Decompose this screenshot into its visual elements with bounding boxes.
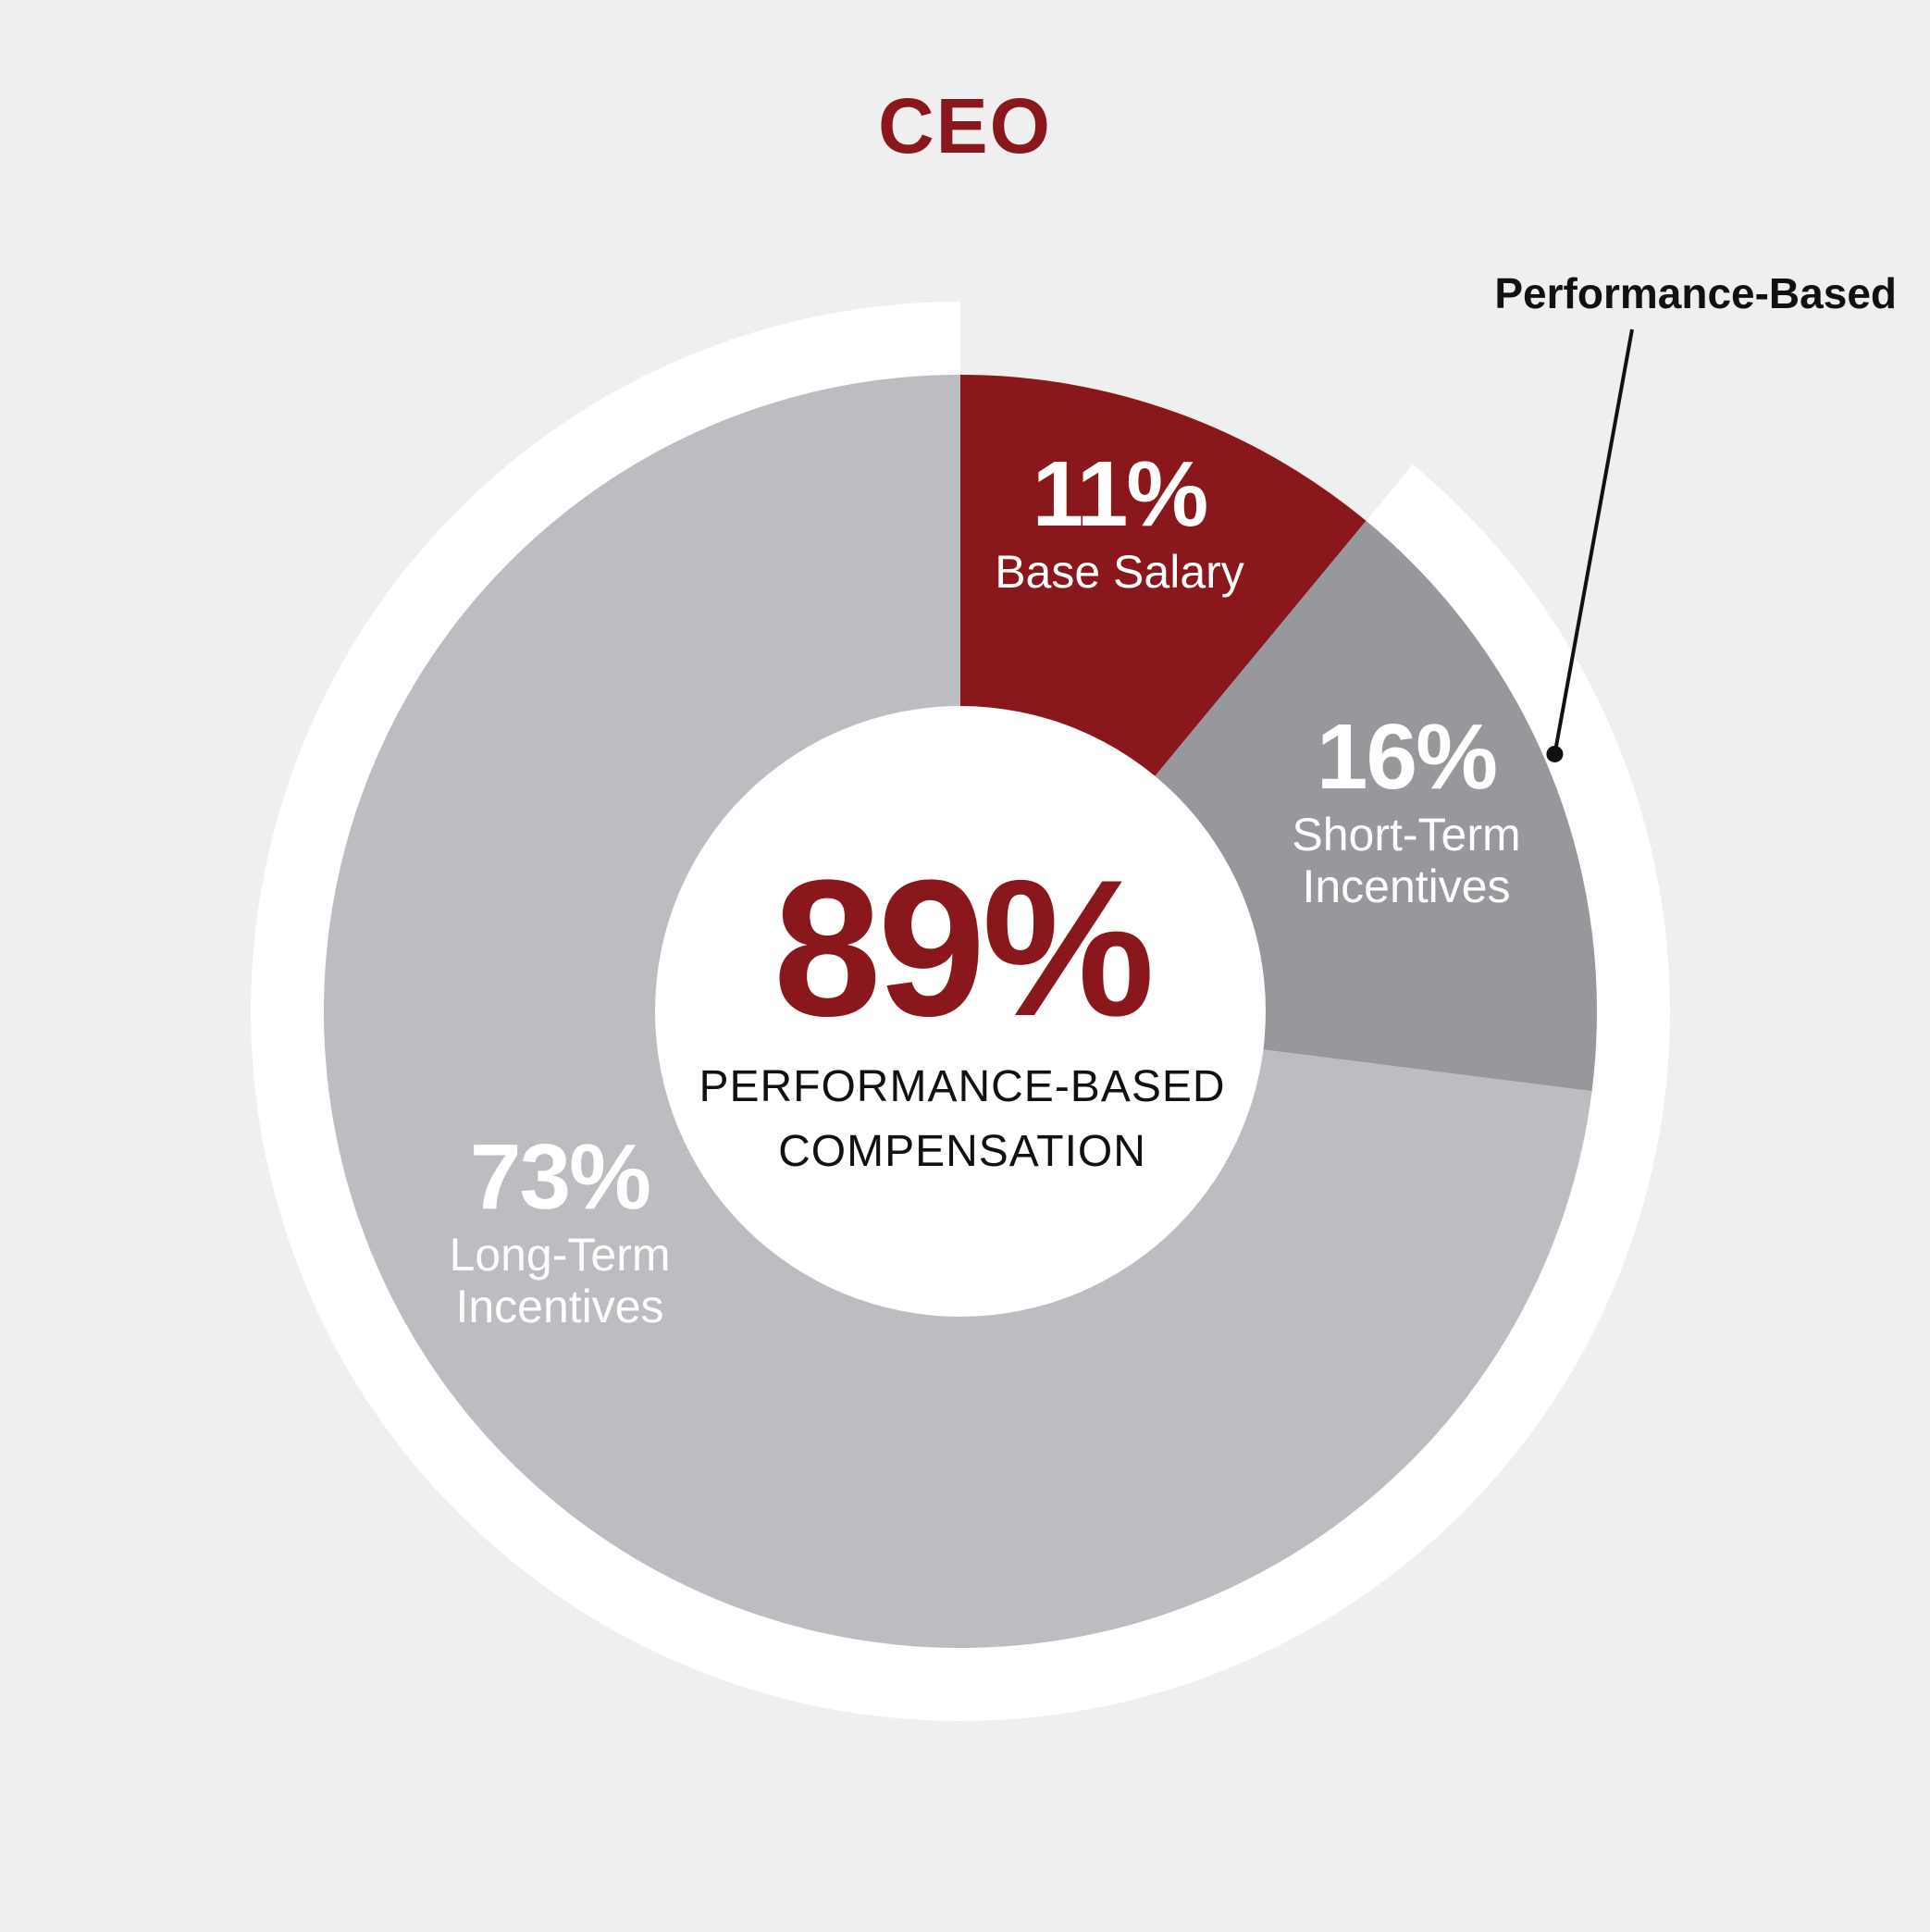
segment-name-long-term: Long-Term Incentives — [449, 1229, 671, 1332]
segment-name-short-term: Short-Term Incentives — [1292, 809, 1521, 912]
callout-dot — [1546, 745, 1564, 762]
center-hole — [655, 706, 1266, 1317]
center-value: 89% — [773, 839, 1155, 1057]
segment-name-base-salary: Base Salary — [995, 546, 1244, 598]
segment-value-base-salary: 11% — [1032, 442, 1209, 546]
center-caption: PERFORMANCE-BASED COMPENSATION — [699, 1062, 1226, 1176]
callout-label: Performance-Based — [1494, 269, 1897, 317]
center-summary: 89% PERFORMANCE-BASED COMPENSATION — [648, 851, 1277, 1183]
segment-value-long-term: 73% — [469, 1125, 651, 1229]
segment-label-short-term: 16% Short-Term Incentives — [1212, 705, 1601, 912]
segment-value-short-term: 16% — [1316, 705, 1498, 809]
segment-label-base-salary: 11% Base Salary — [971, 442, 1268, 598]
callout-group — [1546, 328, 1634, 762]
chart-title: CEO — [877, 82, 1053, 169]
segment-label-long-term: 73% Long-Term Incentives — [379, 1125, 740, 1332]
callout-line — [1553, 328, 1634, 755]
